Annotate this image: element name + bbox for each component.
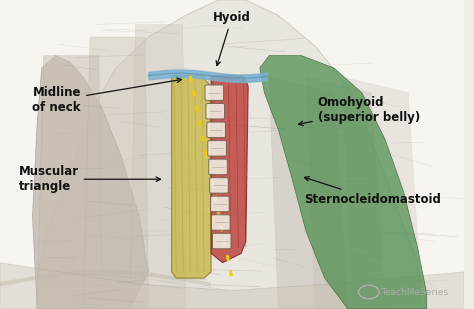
Text: TeachMeSeries: TeachMeSeries <box>381 287 448 297</box>
Polygon shape <box>37 0 427 309</box>
Polygon shape <box>37 56 102 309</box>
Polygon shape <box>172 76 211 278</box>
FancyBboxPatch shape <box>205 85 224 100</box>
Polygon shape <box>343 77 422 309</box>
FancyBboxPatch shape <box>212 233 231 249</box>
FancyBboxPatch shape <box>210 178 228 193</box>
FancyBboxPatch shape <box>211 215 230 230</box>
Polygon shape <box>269 77 348 309</box>
Polygon shape <box>83 37 148 309</box>
Text: Muscular
triangle: Muscular triangle <box>18 165 161 193</box>
FancyBboxPatch shape <box>207 122 226 138</box>
Text: Hyoid: Hyoid <box>213 11 251 66</box>
Polygon shape <box>0 0 464 309</box>
Text: Sternocleidomastoid: Sternocleidomastoid <box>304 177 441 206</box>
Polygon shape <box>211 76 248 263</box>
Polygon shape <box>260 56 427 309</box>
Polygon shape <box>306 77 385 309</box>
FancyBboxPatch shape <box>210 196 229 212</box>
Text: Omohyoid
(superior belly): Omohyoid (superior belly) <box>299 96 420 125</box>
Polygon shape <box>0 263 464 309</box>
Text: Midline
of neck: Midline of neck <box>33 78 182 114</box>
FancyBboxPatch shape <box>208 141 227 156</box>
FancyBboxPatch shape <box>209 159 228 175</box>
FancyBboxPatch shape <box>206 104 225 119</box>
Polygon shape <box>130 25 185 309</box>
Polygon shape <box>33 56 148 309</box>
